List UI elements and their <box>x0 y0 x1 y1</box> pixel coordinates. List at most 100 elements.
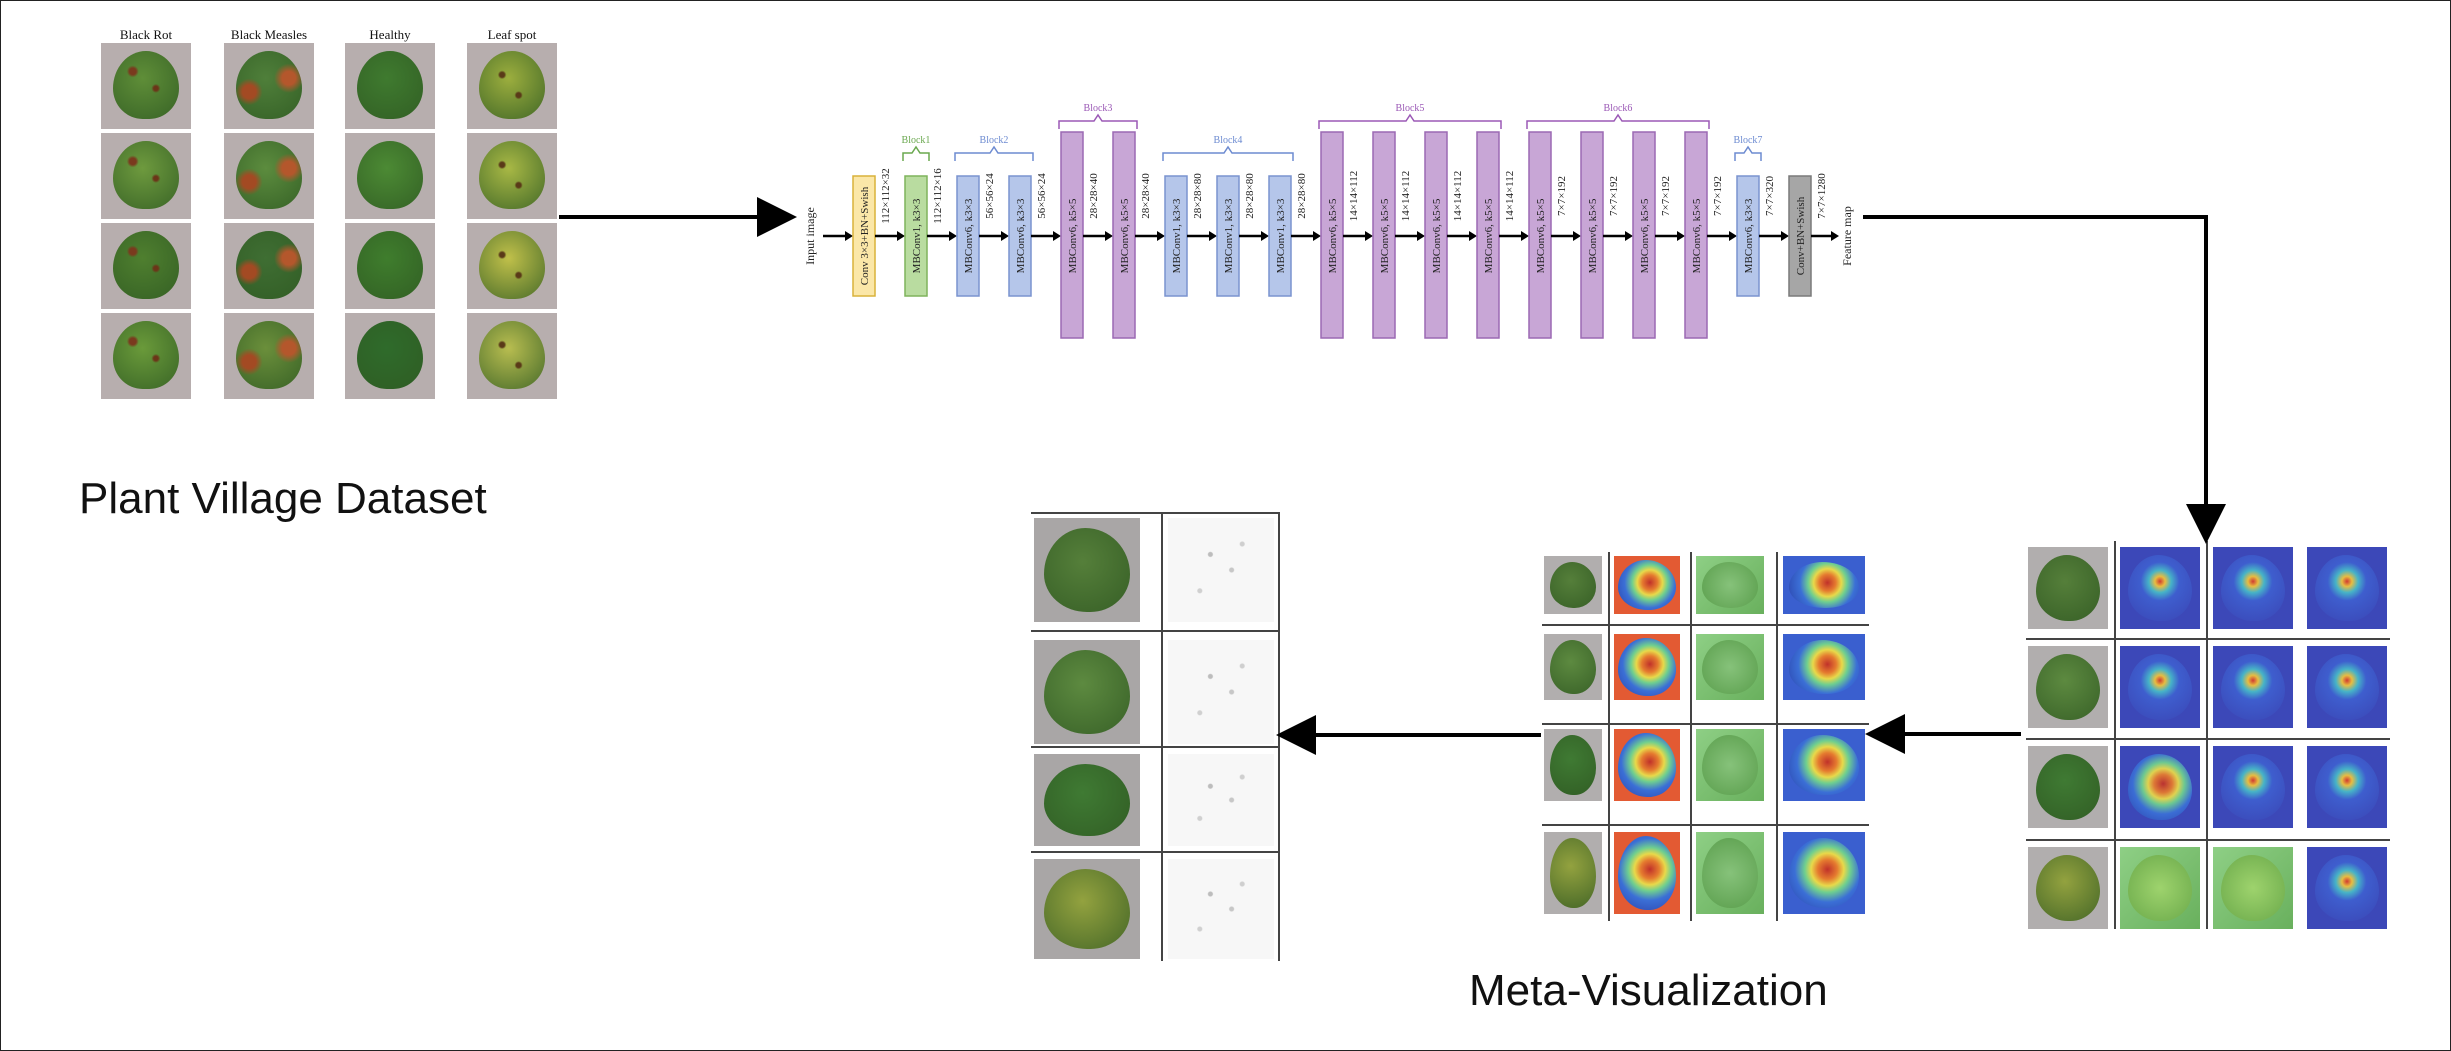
dataset-leaf-image <box>101 313 191 399</box>
leaf-silhouette <box>1044 764 1130 836</box>
visualization-thumbnail <box>1696 832 1764 914</box>
visualization-thumbnail <box>2307 847 2387 929</box>
layer-output-shape: 28×28×80 <box>1192 173 1204 219</box>
gradcam-heatmap <box>2315 555 2379 621</box>
layer-output-shape: 112×112×16 <box>932 168 944 224</box>
gradcam-heatmap <box>2221 555 2285 621</box>
gradcam-heatmap <box>2315 855 2379 921</box>
leaf-silhouette <box>1550 838 1596 908</box>
visualization-thumbnail <box>1614 634 1680 700</box>
visualization-thumbnail <box>1783 729 1865 801</box>
visualization-thumbnail <box>1783 634 1865 700</box>
gradient-saliency-map <box>1168 518 1274 622</box>
visualization-thumbnail <box>1783 556 1865 614</box>
layer-arrowhead <box>1625 231 1633 241</box>
leaf-silhouette <box>2221 855 2285 921</box>
grid-divider <box>1690 552 1692 921</box>
layer-arrowhead <box>1053 231 1061 241</box>
final-conv-label: Conv+BN+Swish <box>1795 196 1807 275</box>
visualization-thumbnail <box>2028 646 2108 728</box>
visualization-thumbnail <box>1544 729 1602 801</box>
grid-divider <box>1031 746 1278 748</box>
visualization-thumbnail <box>1696 634 1764 700</box>
layer-arrowhead <box>1521 231 1529 241</box>
layer-arrowhead <box>1209 231 1217 241</box>
leaf-silhouette <box>1789 838 1859 908</box>
leaf-silhouette <box>1789 640 1859 694</box>
layer-label: MBConv1, k3×3 <box>1275 198 1287 273</box>
block-label: Block3 <box>1084 103 1113 114</box>
leaf-silhouette <box>1550 640 1596 694</box>
layer-arrowhead <box>1417 231 1425 241</box>
block-label: Block1 <box>902 135 931 146</box>
grid-divider <box>1608 552 1610 921</box>
gradcam-heatmap <box>2315 654 2379 720</box>
layer-output-shape: 112×112×32 <box>880 168 892 224</box>
gradcam-heatmap <box>2128 654 2192 720</box>
block-label: Block7 <box>1734 135 1763 146</box>
grid-divider <box>2206 541 2208 929</box>
grid-divider <box>1031 630 1278 632</box>
visualization-thumbnail <box>2120 746 2200 828</box>
grid-divider <box>2026 638 2390 640</box>
layer-output-shape: 14×14×112 <box>1452 171 1464 222</box>
layer-output-shape: 28×28×80 <box>1296 173 1308 219</box>
layer-label: MBConv6, k5×5 <box>1639 198 1651 273</box>
dataset-leaf-image <box>224 223 314 309</box>
grid-divider <box>2114 541 2116 929</box>
layer-output-shape: 56×56×24 <box>1036 173 1048 219</box>
layer-output-shape: 7×7×192 <box>1660 176 1672 216</box>
layer-label: MBConv6, k5×5 <box>1067 198 1079 273</box>
block-brace <box>902 145 930 161</box>
layer-arrowhead <box>949 231 957 241</box>
gradcam-heatmap <box>2221 654 2285 720</box>
leaf-silhouette <box>1044 528 1130 612</box>
leaf-silhouette <box>1789 735 1859 795</box>
grid-divider <box>1776 552 1778 921</box>
leaf-silhouette <box>1044 869 1130 949</box>
dataset-leaf-image <box>345 223 435 309</box>
layer-arrowhead <box>1781 231 1789 241</box>
layer-arrowhead <box>1677 231 1685 241</box>
leaf-silhouette <box>1618 638 1676 696</box>
gradcam-heatmap <box>2315 754 2379 820</box>
leaf-silhouette <box>1550 562 1596 608</box>
layer-arrowhead <box>1573 231 1581 241</box>
visualization-thumbnail <box>1034 859 1140 959</box>
grid-divider <box>1031 851 1278 853</box>
visualization-thumbnail <box>2120 547 2200 629</box>
visualization-thumbnail <box>2307 646 2387 728</box>
visualization-thumbnail <box>1614 556 1680 614</box>
visualization-thumbnail <box>2213 746 2293 828</box>
layer-label: MBConv6, k5×5 <box>1327 198 1339 273</box>
layer-arrowhead <box>1831 231 1839 241</box>
visualization-thumbnail <box>2307 746 2387 828</box>
layer-output-shape: 14×14×112 <box>1400 171 1412 222</box>
leaf-silhouette <box>1702 735 1758 795</box>
visualization-thumbnail <box>2028 746 2108 828</box>
gradcam-heatmap <box>2128 754 2192 820</box>
block-brace <box>1318 113 1502 129</box>
layer-output-shape: 28×28×40 <box>1140 173 1152 219</box>
visualization-thumbnail <box>2028 847 2108 929</box>
visualization-thumbnail <box>2213 547 2293 629</box>
leaf-silhouette <box>1550 735 1596 795</box>
layer-label: MBConv6, k5×5 <box>1119 198 1131 273</box>
visualization-thumbnail <box>1034 518 1140 622</box>
meta-visualization-title: Meta-Visualization <box>1469 966 1828 1015</box>
layer-arrowhead <box>1313 231 1321 241</box>
layer-label: MBConv6, k5×5 <box>1587 198 1599 273</box>
grid-divider <box>1161 512 1163 961</box>
leaf-silhouette <box>1618 836 1676 910</box>
dataset-leaf-image <box>345 133 435 219</box>
dataset-title: Plant Village Dataset <box>79 474 487 523</box>
layer-output-shape: 28×28×80 <box>1244 173 1256 219</box>
grid-divider <box>1542 824 1869 826</box>
dataset-leaf-image <box>101 223 191 309</box>
layer-arrowhead <box>1157 231 1165 241</box>
input-image-label: Input image <box>803 207 817 265</box>
visualization-thumbnail <box>2307 547 2387 629</box>
layer-output-shape: 7×7×192 <box>1712 176 1724 216</box>
